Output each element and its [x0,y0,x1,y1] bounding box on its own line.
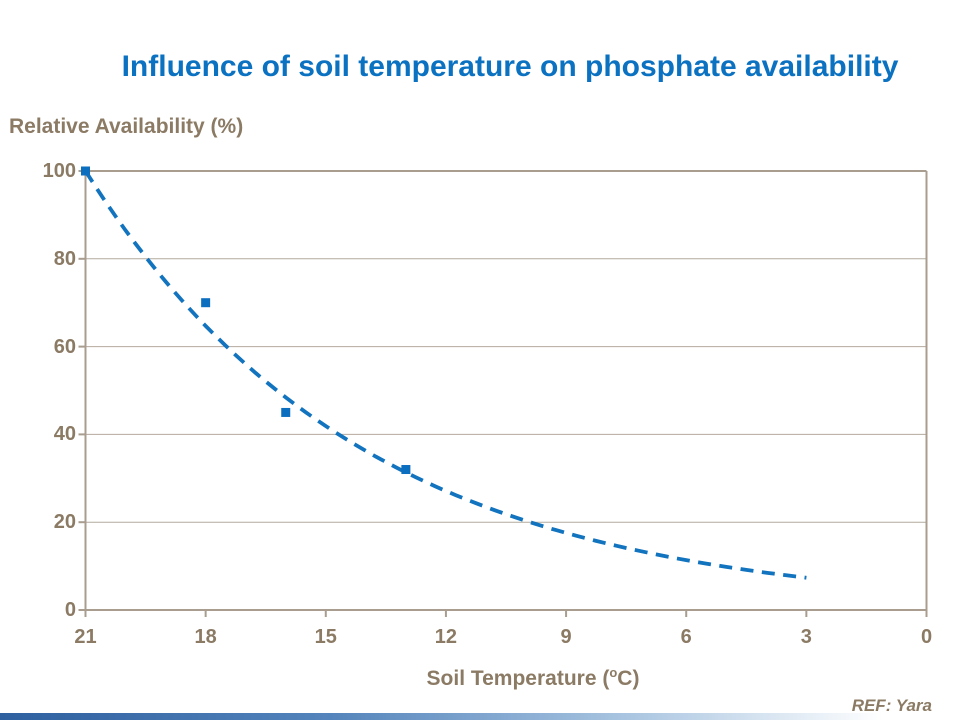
y-tick-label: 0 [64,599,76,621]
footer-accent-bar [0,713,960,720]
y-axis-title: Relative Availability (%) [9,115,244,138]
y-tick-label: 20 [53,511,76,534]
x-tick-label: 21 [74,626,97,648]
x-tick-label: 0 [920,626,933,648]
x-tick-label: 6 [680,626,692,648]
x-tick-label: 18 [194,626,217,648]
x-tick-label: 15 [314,626,337,648]
y-tick-label: 80 [53,247,76,270]
y-tick-label: 100 [42,160,76,182]
data-point-marker [281,407,291,417]
reference-note: REF: Yara [851,696,932,715]
data-point-marker [201,298,211,308]
data-point-marker [81,166,90,176]
x-axis-title-superscript: o [609,665,618,680]
x-axis-title-prefix: Soil Temperature ( [426,667,610,690]
y-tick-label: 40 [53,423,76,446]
trendline-dashed [83,169,807,580]
data-point-marker [401,465,411,475]
x-axis-title-suffix: C) [617,667,640,690]
x-axis-title: Soil Temperature (oC) [427,665,640,691]
x-tick-label: 12 [434,626,458,648]
x-tick-label: 9 [560,626,572,648]
y-tick-label: 60 [53,335,76,358]
x-tick-label: 3 [800,626,812,648]
chart-title: Influence of soil temperature on phospha… [121,50,899,83]
